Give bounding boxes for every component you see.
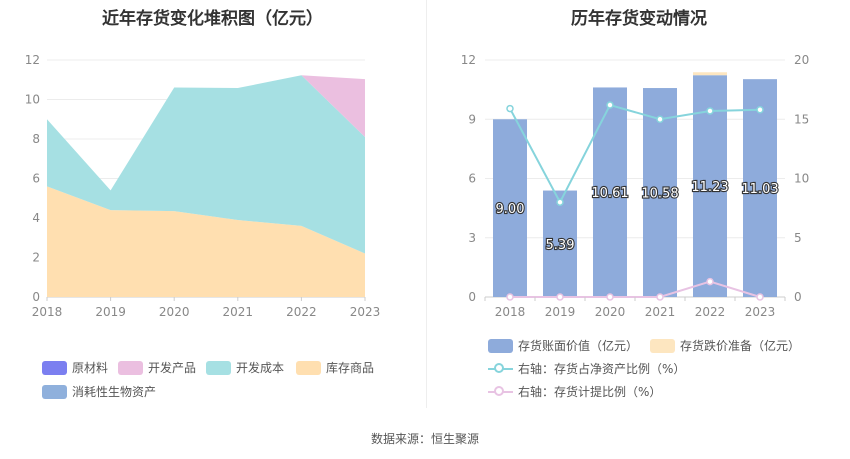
line-point: [706, 277, 714, 286]
y2-tick-label: 20: [794, 53, 809, 67]
bar-data-label: 9.00: [496, 202, 525, 217]
legend-label: 开发产品: [148, 361, 197, 375]
x-tick-label: 2019: [95, 305, 126, 319]
line-point: [506, 104, 514, 113]
panel-divider: [426, 0, 427, 408]
line-point: [506, 293, 514, 301]
area-开发产品: [47, 75, 365, 191]
legend-label: 库存商品: [326, 361, 375, 375]
line-point: [606, 101, 614, 109]
y-tick-label: 9: [468, 112, 476, 126]
line-point: [656, 293, 664, 301]
x-tick-label: 2022: [695, 305, 726, 319]
line-point: [606, 293, 614, 301]
line-point: [556, 293, 564, 301]
legend-item-impairment[interactable]: 存货跌价准备（亿元）: [650, 337, 800, 354]
y-tick-label: 8: [32, 132, 40, 146]
x-tick-label: 2021: [223, 305, 254, 319]
bar-data-label: 10.61: [591, 186, 628, 201]
legend-item-development-costs[interactable]: 开发成本: [206, 359, 284, 376]
x-tick-label: 2018: [32, 305, 63, 319]
legend-line-swatch: [488, 385, 513, 399]
line-point: [756, 106, 764, 114]
x-tick-label: 2021: [645, 305, 676, 319]
bar-book-value: [593, 87, 627, 297]
line-point: [756, 293, 764, 301]
y2-tick-label: 15: [794, 112, 809, 126]
legend-swatch: [118, 361, 143, 375]
y-tick-label: 10: [25, 93, 40, 107]
y-tick-label: 3: [468, 231, 476, 245]
x-tick-label: 2018: [495, 305, 526, 319]
bar-data-label: 5.39: [546, 238, 575, 253]
x-tick-label: 2020: [159, 305, 190, 319]
y2-tick-label: 5: [794, 231, 802, 245]
bar-book-value: [743, 79, 777, 297]
legend-item-provision-ratio[interactable]: 右轴：存货计提比例（%）: [488, 383, 661, 400]
bar-data-label: 11.03: [741, 182, 778, 197]
x-tick-label: 2019: [545, 305, 576, 319]
bar-data-label: 10.58: [641, 187, 678, 202]
bar-book-value: [543, 190, 577, 297]
bar-impairment: [693, 72, 727, 76]
legend-label: 原材料: [72, 361, 109, 375]
x-tick-label: 2022: [286, 305, 317, 319]
legend-swatch: [42, 361, 67, 375]
legend-item-raw-materials[interactable]: 原材料: [42, 359, 108, 376]
right-bar-line-chart: 0 3 6 9 12 0 5 10 15 20 9.00 5.39 10.61 10.58 11.23 11.…: [461, 53, 810, 319]
y2-tick-label: 10: [794, 172, 809, 186]
y-tick-label: 12: [25, 53, 40, 67]
legend-item-net-asset-ratio[interactable]: 右轴：存货占净资产比例（%）: [488, 360, 685, 377]
legend-label: 开发成本: [236, 361, 285, 375]
y-tick-label: 0: [32, 290, 40, 304]
line-point: [556, 198, 564, 206]
legend-label: 存货账面价值（亿元）: [518, 339, 639, 353]
line-右轴：存货占净资产比例（%）: [509, 103, 761, 205]
legend-item-developed-products[interactable]: 开发产品: [118, 359, 196, 376]
y-tick-label: 6: [468, 172, 476, 186]
right-chart-panel: 历年存货变动情况 0 3 6 9 12 0 5 10 15 20 9.00 5.39 10.61 10.5…: [428, 0, 850, 410]
area-库存商品: [47, 186, 365, 297]
line-point: [706, 107, 714, 115]
right-chart-title: 历年存货变动情况: [571, 9, 707, 29]
x-tick-label: 2023: [745, 305, 776, 319]
x-tick-label: 2020: [595, 305, 626, 319]
legend-item-biological-assets[interactable]: 消耗性生物资产: [42, 383, 156, 400]
legend-line-swatch: [488, 362, 513, 376]
bar-book-value: [493, 119, 527, 297]
legend-item-book-value[interactable]: 存货账面价值（亿元）: [488, 337, 638, 354]
y-tick-label: 12: [461, 53, 476, 67]
left-stacked-area-chart: 0 2 4 6 8 10 12 2018 2019 2020 2021 2022 2023: [25, 53, 381, 319]
x-tick-label: 2023: [350, 305, 381, 319]
legend-swatch: [42, 385, 67, 399]
legend-label: 存货跌价准备（亿元）: [680, 339, 801, 353]
y2-tick-label: 0: [794, 290, 802, 304]
legend-swatch: [488, 339, 513, 353]
data-source-note: 数据来源：恒生聚源: [370, 432, 479, 446]
y-tick-label: 4: [32, 211, 40, 225]
legend-swatch: [650, 339, 675, 353]
legend-swatch: [296, 361, 321, 375]
legend-label: 右轴：存货占净资产比例（%）: [518, 362, 686, 376]
y-tick-label: 0: [468, 290, 476, 304]
legend-label: 右轴：存货计提比例（%）: [518, 385, 662, 399]
area-开发成本: [47, 75, 365, 254]
legend-swatch: [206, 361, 231, 375]
bar-data-label: 11.23: [691, 180, 728, 195]
left-chart-panel: 近年存货变化堆积图（亿元） 0 2 4 6 8 10 12 2018 2019 2020 2021 2…: [0, 0, 425, 410]
legend-item-inventory-goods[interactable]: 库存商品: [296, 359, 374, 376]
line-point: [656, 115, 664, 123]
y-tick-label: 2: [32, 251, 40, 265]
legend-label: 消耗性生物资产: [72, 385, 157, 399]
left-chart-title: 近年存货变化堆积图（亿元）: [102, 9, 323, 29]
y-tick-label: 6: [32, 172, 40, 186]
